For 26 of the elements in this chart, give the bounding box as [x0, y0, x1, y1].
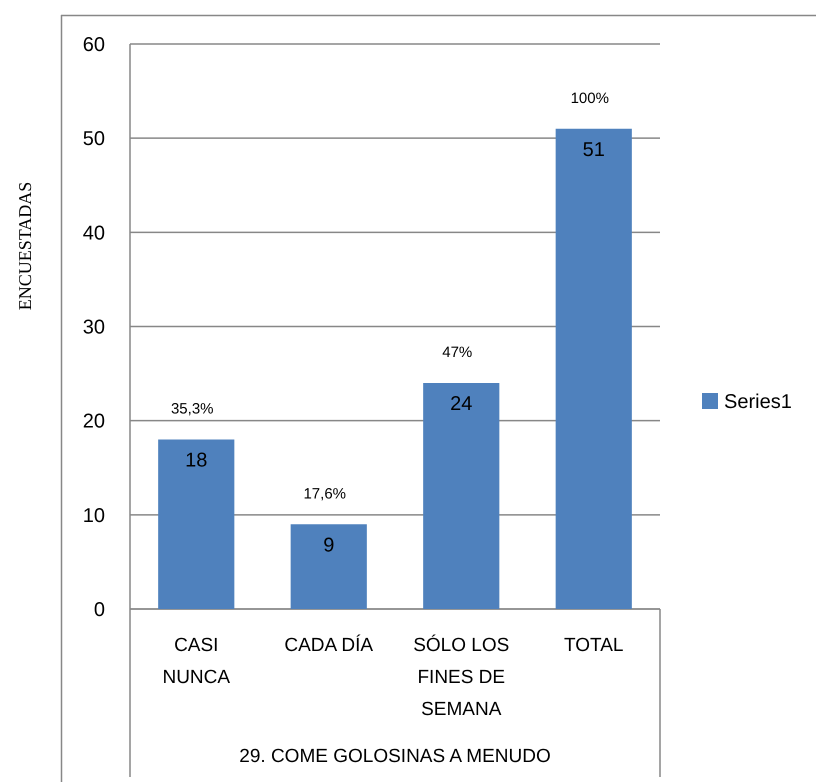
- x-tick-label: SÓLO LOS FINES DE SEMANA: [413, 634, 510, 720]
- y-tick-label: 60: [82, 34, 105, 56]
- y-tick-label: 0: [94, 599, 105, 621]
- x-axis-title: 29. COME GOLOSINAS A MENUDO: [239, 746, 551, 767]
- x-tick-label: CADA DÍA: [284, 634, 374, 656]
- x-tick-label: CASI NUNCA: [162, 635, 230, 688]
- data-label: 9: [323, 534, 334, 556]
- y-tick-label: 40: [82, 222, 105, 244]
- y-axis-title: ENCUESTADAS: [15, 182, 35, 310]
- annotation: 35,3%: [170, 400, 214, 418]
- annotation: 100%: [570, 90, 609, 107]
- bar: [158, 440, 234, 609]
- y-tick-label: 10: [82, 504, 105, 527]
- data-label: 51: [582, 138, 605, 161]
- annotation: 47%: [442, 344, 472, 361]
- y-tick-label: 50: [82, 128, 105, 150]
- bar: [423, 383, 500, 609]
- bar: [556, 128, 632, 609]
- data-label: 18: [185, 450, 208, 472]
- y-tick-label: 20: [82, 410, 105, 433]
- annotation: 17,6%: [303, 485, 346, 502]
- bar: [290, 524, 367, 609]
- data-label: 24: [450, 393, 472, 415]
- legend-label: Series1: [724, 391, 792, 413]
- x-tick-label: TOTAL: [564, 635, 624, 656]
- y-tick-label: 30: [82, 316, 105, 338]
